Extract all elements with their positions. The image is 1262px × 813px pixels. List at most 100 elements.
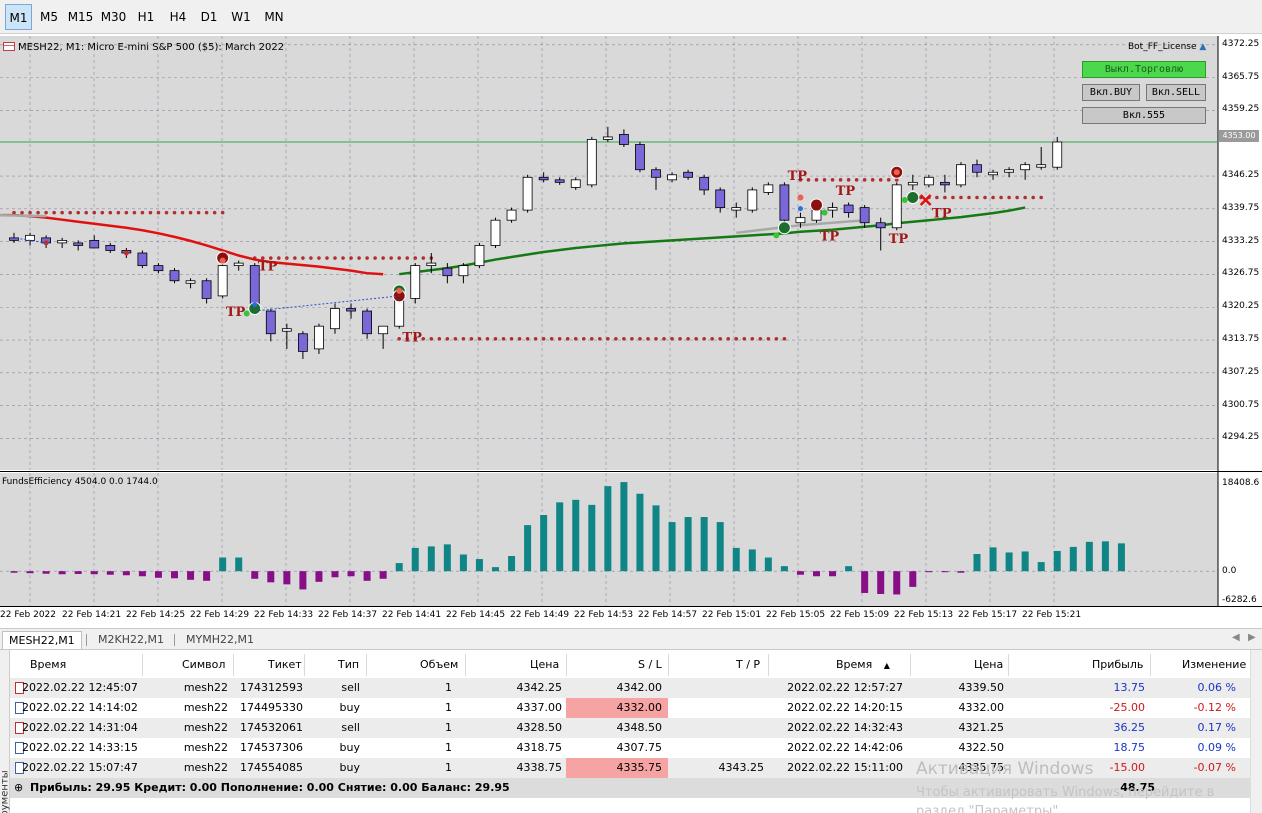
timeframe-w1[interactable]: W1 (231, 10, 251, 24)
candle-body[interactable] (137, 252, 148, 267)
candle-body[interactable] (474, 245, 485, 267)
enable-sell-button[interactable]: Вкл.SELL (1146, 84, 1206, 101)
table-row[interactable]: 2022.02.22 15:07:47 mesh22 174554085 buy 1 43… (10, 758, 1250, 778)
candle-body[interactable] (506, 209, 517, 221)
col-header-close-price[interactable]: Цена (974, 658, 1004, 671)
tabs-scroll-right-icon[interactable]: ▶ (1248, 632, 1256, 643)
candle-body[interactable] (394, 298, 405, 327)
summary-expand-icon[interactable]: ⊕ (14, 781, 24, 794)
candle-body[interactable] (153, 265, 164, 272)
chart-canvas[interactable]: TP TP TP TP TP TP TP TP (0, 34, 1262, 628)
col-header-price[interactable]: Цена (530, 658, 560, 671)
col-header-type[interactable]: Тип (338, 658, 360, 671)
candle-body[interactable] (1052, 141, 1063, 168)
candle-body[interactable] (297, 333, 308, 352)
candle-body[interactable] (940, 181, 950, 186)
candle-body[interactable] (233, 262, 244, 267)
candle-body[interactable] (602, 136, 613, 140)
col-header-close-time[interactable]: Время ▲ (836, 658, 890, 671)
candle-body[interactable] (105, 245, 116, 251)
tab-mymh22[interactable]: MYMH22,M1 (186, 633, 254, 646)
candle-body[interactable] (988, 171, 998, 176)
candle-body[interactable] (538, 176, 549, 181)
table-row[interactable]: 2022.02.22 14:14:02 mesh22 174495330 buy 1 43… (10, 698, 1250, 718)
candle-body[interactable] (314, 325, 324, 350)
candle-body[interactable] (731, 207, 742, 211)
candle-body[interactable] (570, 179, 581, 188)
candle-body[interactable] (378, 325, 389, 335)
trade-exit-icon[interactable] (810, 198, 823, 212)
disable-trading-button[interactable]: Выкл.Торговлю (1082, 61, 1206, 78)
candle-body[interactable] (185, 280, 196, 284)
timeframe-h4[interactable]: H4 (169, 10, 187, 24)
candle-body[interactable] (57, 239, 68, 244)
toolbox-side-strip[interactable]: рументы (0, 650, 11, 813)
candle-body[interactable] (859, 207, 870, 224)
candle-body[interactable] (891, 184, 902, 229)
col-header-tp[interactable]: T / P (736, 658, 761, 671)
candle-body[interactable] (1020, 164, 1031, 171)
candle-body[interactable] (586, 139, 597, 186)
candle-body[interactable] (426, 262, 437, 267)
candle-body[interactable] (442, 267, 453, 277)
candle-body[interactable] (635, 144, 645, 171)
col-header-ticket[interactable]: Тикет (268, 658, 302, 671)
candle-body[interactable] (795, 217, 806, 224)
timeframe-m5[interactable]: M5 (40, 10, 58, 24)
col-header-time[interactable]: Время (30, 658, 67, 671)
timeframe-h1[interactable]: H1 (137, 10, 155, 24)
timeframe-m30[interactable]: M30 (100, 10, 127, 24)
tab-mesh22[interactable]: MESH22,M1 (2, 631, 82, 649)
candle-body[interactable] (169, 270, 180, 282)
candle-body[interactable] (201, 280, 212, 299)
candle-body[interactable] (458, 265, 469, 277)
tabs-scroll-left-icon[interactable]: ◀ (1232, 632, 1240, 643)
timeframe-m15[interactable]: M15 (67, 10, 94, 24)
candle-body[interactable] (362, 310, 373, 335)
candle-body[interactable] (73, 242, 84, 246)
candle-body[interactable] (827, 207, 838, 211)
candle-body[interactable] (522, 176, 533, 211)
candle-body[interactable] (843, 204, 854, 214)
candle-body[interactable] (1004, 169, 1014, 173)
timeframe-d1[interactable]: D1 (200, 10, 218, 24)
candle-body[interactable] (907, 181, 918, 186)
col-header-volume[interactable]: Объем (420, 658, 459, 671)
candle-body[interactable] (875, 222, 886, 229)
candle-body[interactable] (779, 184, 790, 221)
chart-window-icon[interactable] (3, 42, 15, 51)
candle-body[interactable] (490, 219, 501, 246)
col-header-sl[interactable]: S / L (638, 658, 662, 671)
vertical-scrollbar[interactable] (1250, 650, 1262, 813)
timeframe-mn[interactable]: MN (264, 10, 284, 24)
col-header-change[interactable]: Изменение (1182, 658, 1247, 671)
candle-body[interactable] (281, 328, 292, 332)
candle-body[interactable] (619, 134, 629, 145)
candle-body[interactable] (25, 234, 35, 241)
candle-body[interactable] (651, 169, 661, 178)
candle-body[interactable] (217, 265, 228, 297)
candle-body[interactable] (747, 189, 758, 211)
candle-body[interactable] (699, 176, 710, 191)
enable-555-button[interactable]: Вкл.555 (1082, 107, 1206, 124)
timeframe-m1[interactable]: M1 (5, 4, 32, 30)
candle-body[interactable] (956, 164, 966, 186)
candle-body[interactable] (972, 164, 982, 173)
candle-body[interactable] (1036, 164, 1047, 168)
candle-body[interactable] (330, 308, 340, 330)
candle-body[interactable] (683, 171, 693, 178)
candle-body[interactable] (763, 184, 774, 193)
enable-buy-button[interactable]: Вкл.BUY (1082, 84, 1140, 101)
candle-body[interactable] (923, 176, 934, 186)
candle-body[interactable] (667, 174, 677, 181)
trade-entry-icon[interactable] (777, 221, 791, 235)
col-header-symbol[interactable]: Символ (182, 658, 226, 671)
trade-entry-icon[interactable] (906, 190, 920, 204)
candle-body[interactable] (811, 209, 822, 221)
table-row[interactable]: 2022.02.22 14:31:04 mesh22 174532061 sell 1 4… (10, 718, 1250, 738)
candle-body[interactable] (265, 310, 276, 335)
table-row[interactable]: 2022.02.22 12:45:07 mesh22 174312593 sell 1 4… (10, 678, 1250, 698)
candle-body[interactable] (346, 308, 356, 312)
table-row[interactable]: 2022.02.22 14:33:15 mesh22 174537306 buy 1 43… (10, 738, 1250, 758)
col-header-profit[interactable]: Прибыль (1092, 658, 1144, 671)
